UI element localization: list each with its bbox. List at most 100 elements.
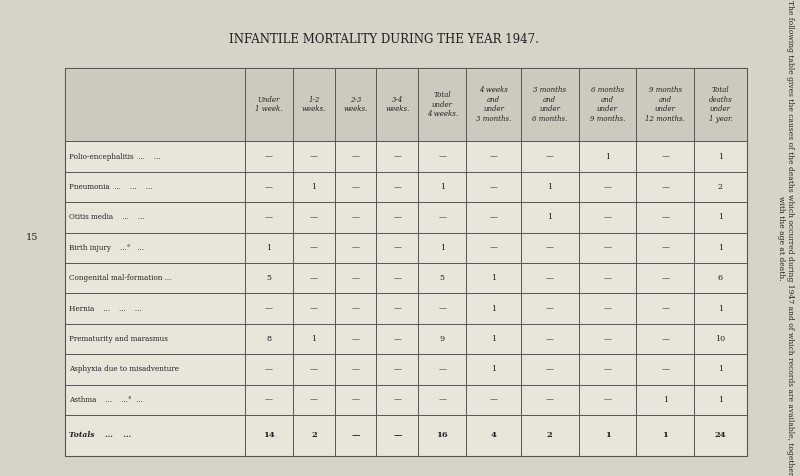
Text: Prematurity and marasmus: Prematurity and marasmus bbox=[69, 335, 168, 343]
Text: —: — bbox=[351, 396, 359, 404]
Text: 1: 1 bbox=[311, 335, 317, 343]
Text: —: — bbox=[351, 305, 359, 313]
Text: —: — bbox=[438, 366, 446, 373]
Text: —: — bbox=[351, 335, 359, 343]
Text: 5: 5 bbox=[266, 274, 271, 282]
Text: 1: 1 bbox=[491, 366, 496, 373]
Text: 14: 14 bbox=[263, 431, 275, 439]
Text: 9 months
and
under
12 months.: 9 months and under 12 months. bbox=[646, 86, 686, 123]
Text: 4: 4 bbox=[490, 431, 497, 439]
Text: Asthma    ...    ...°  ...: Asthma ... ...° ... bbox=[69, 396, 143, 404]
Text: 8: 8 bbox=[266, 335, 271, 343]
Text: 1: 1 bbox=[718, 366, 723, 373]
Text: —: — bbox=[546, 366, 554, 373]
Text: —: — bbox=[351, 183, 359, 191]
Text: —: — bbox=[438, 305, 446, 313]
Text: —: — bbox=[490, 183, 498, 191]
Text: —: — bbox=[662, 335, 670, 343]
Text: —: — bbox=[394, 335, 402, 343]
Text: 1: 1 bbox=[547, 183, 552, 191]
Text: —: — bbox=[438, 213, 446, 221]
Text: Asphyxia due to misadventure: Asphyxia due to misadventure bbox=[69, 366, 179, 373]
Text: —: — bbox=[265, 396, 273, 404]
Text: Total
under
4 weeks.: Total under 4 weeks. bbox=[426, 91, 458, 119]
Text: —: — bbox=[394, 305, 402, 313]
Text: —: — bbox=[438, 396, 446, 404]
Text: —: — bbox=[603, 305, 611, 313]
Text: —: — bbox=[394, 213, 402, 221]
Text: 1: 1 bbox=[440, 244, 445, 252]
Text: —: — bbox=[265, 305, 273, 313]
Text: —: — bbox=[394, 244, 402, 252]
Text: —: — bbox=[394, 366, 402, 373]
Text: 1: 1 bbox=[491, 274, 496, 282]
Text: —: — bbox=[662, 213, 670, 221]
Text: —: — bbox=[265, 213, 273, 221]
Text: —: — bbox=[351, 274, 359, 282]
Text: —: — bbox=[310, 213, 318, 221]
Text: —: — bbox=[310, 366, 318, 373]
Text: The following table gives the causes of the deaths which occurred during 1947 an: The following table gives the causes of … bbox=[777, 0, 794, 476]
Text: —: — bbox=[310, 244, 318, 252]
Text: 1: 1 bbox=[718, 305, 723, 313]
Text: Polio-encephalitis  ...    ...: Polio-encephalitis ... ... bbox=[69, 153, 161, 160]
Text: Hernia    ...    ...    ...: Hernia ... ... ... bbox=[69, 305, 142, 313]
Bar bbox=[65, 68, 746, 456]
Text: —: — bbox=[394, 396, 402, 404]
Text: —: — bbox=[546, 396, 554, 404]
Text: —: — bbox=[310, 305, 318, 313]
Text: 4 weeks
and
under
3 months.: 4 weeks and under 3 months. bbox=[476, 86, 511, 123]
Text: —: — bbox=[603, 244, 611, 252]
Text: 1: 1 bbox=[718, 153, 723, 160]
Text: 1: 1 bbox=[440, 183, 445, 191]
Text: 6: 6 bbox=[718, 274, 723, 282]
Text: 9: 9 bbox=[440, 335, 445, 343]
Text: 1: 1 bbox=[662, 396, 668, 404]
Text: —: — bbox=[546, 244, 554, 252]
Text: —: — bbox=[603, 335, 611, 343]
Text: Congenital mal-formation ...: Congenital mal-formation ... bbox=[69, 274, 171, 282]
Text: 1: 1 bbox=[662, 431, 668, 439]
Text: Totals    ...    ...: Totals ... ... bbox=[69, 431, 131, 439]
Text: 1: 1 bbox=[605, 431, 610, 439]
Text: —: — bbox=[438, 153, 446, 160]
Text: 2: 2 bbox=[718, 183, 723, 191]
Text: —: — bbox=[546, 305, 554, 313]
Text: —: — bbox=[546, 153, 554, 160]
Text: —: — bbox=[265, 366, 273, 373]
Text: —: — bbox=[603, 274, 611, 282]
Text: —: — bbox=[351, 244, 359, 252]
Text: —: — bbox=[662, 153, 670, 160]
Text: 1: 1 bbox=[718, 396, 723, 404]
Text: —: — bbox=[603, 366, 611, 373]
Text: —: — bbox=[662, 305, 670, 313]
Text: Under
1 week.: Under 1 week. bbox=[255, 96, 282, 113]
Text: 1: 1 bbox=[491, 335, 496, 343]
Text: —: — bbox=[394, 274, 402, 282]
Text: 1: 1 bbox=[491, 305, 496, 313]
Text: 3-4
weeks.: 3-4 weeks. bbox=[385, 96, 410, 113]
Text: Birth injury    ...°   ...: Birth injury ...° ... bbox=[69, 244, 144, 252]
Text: —: — bbox=[490, 213, 498, 221]
Text: 1: 1 bbox=[718, 244, 723, 252]
Text: 1: 1 bbox=[266, 244, 271, 252]
Text: 1-2
weeks.: 1-2 weeks. bbox=[302, 96, 326, 113]
Text: Pneumonia  ...    ...    ...: Pneumonia ... ... ... bbox=[69, 183, 153, 191]
Text: 24: 24 bbox=[714, 431, 726, 439]
Text: —: — bbox=[394, 153, 402, 160]
Text: 10: 10 bbox=[715, 335, 726, 343]
Text: Otitis media    ...    ...: Otitis media ... ... bbox=[69, 213, 145, 221]
Text: —: — bbox=[351, 366, 359, 373]
Text: —: — bbox=[662, 366, 670, 373]
Text: —: — bbox=[546, 274, 554, 282]
Text: 2: 2 bbox=[547, 431, 553, 439]
Text: —: — bbox=[265, 183, 273, 191]
Text: 1: 1 bbox=[605, 153, 610, 160]
Text: 15: 15 bbox=[26, 234, 38, 242]
Text: —: — bbox=[546, 335, 554, 343]
Text: —: — bbox=[490, 396, 498, 404]
Text: —: — bbox=[393, 431, 402, 439]
Text: —: — bbox=[662, 274, 670, 282]
Text: —: — bbox=[394, 183, 402, 191]
Text: —: — bbox=[265, 153, 273, 160]
